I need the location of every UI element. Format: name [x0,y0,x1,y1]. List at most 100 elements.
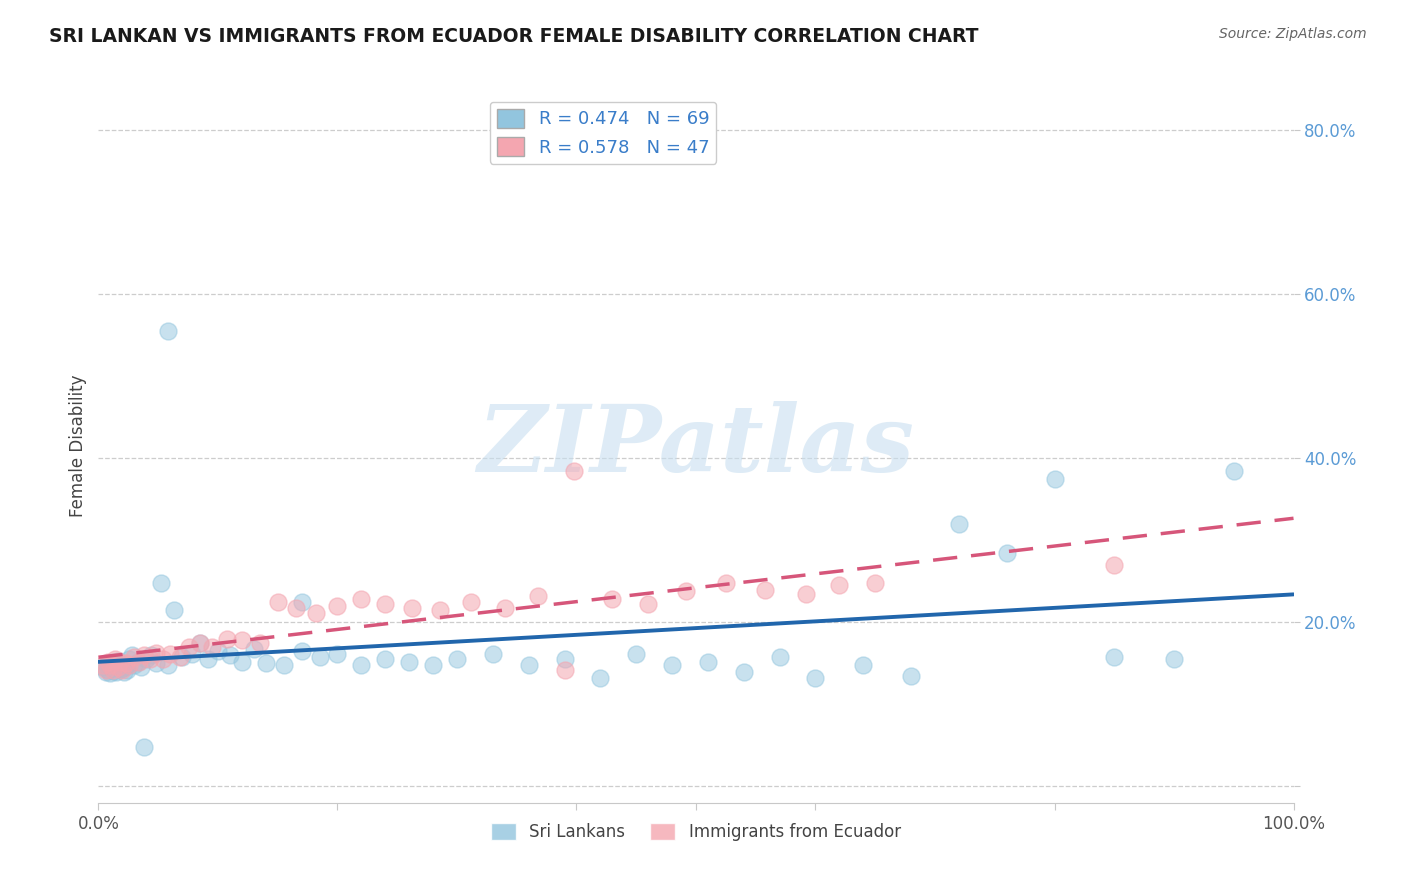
Point [217,632,239,646]
Point [114,659,136,673]
Point [107,660,129,674]
Legend: Sri Lankans, Immigrants from Ecuador: Sri Lankans, Immigrants from Ecuador [485,816,907,848]
Point [145,646,167,660]
Y-axis label: Female Disability: Female Disability [69,375,87,517]
Point [637,597,659,611]
Point [139,652,162,666]
Point [828,578,851,592]
Point [124,649,146,664]
Point [100,661,122,675]
Point [110,662,132,676]
Point [91,660,114,674]
Point [127,655,149,669]
Point [554,663,576,677]
Point [1223,464,1246,478]
Point [97,663,120,677]
Point [794,587,817,601]
Point [401,600,423,615]
Point [94,663,117,677]
Point [115,657,138,671]
Point [804,671,827,685]
Point [714,576,737,591]
Point [589,671,612,685]
Point [135,652,157,666]
Point [562,464,585,478]
Point [865,576,887,591]
Point [97,655,120,669]
Point [121,648,143,662]
Point [661,658,683,673]
Point [374,652,396,666]
Point [94,665,117,679]
Point [398,655,420,669]
Point [460,595,482,609]
Point [115,663,138,677]
Point [163,603,186,617]
Text: Source: ZipAtlas.com: Source: ZipAtlas.com [1219,27,1367,41]
Point [249,636,271,650]
Point [429,603,451,617]
Point [207,644,229,658]
Point [326,599,349,613]
Point [104,652,127,666]
Point [179,640,201,654]
Point [527,589,550,603]
Point [733,665,755,679]
Point [118,658,141,673]
Point [172,649,194,664]
Point [1163,652,1185,666]
Point [517,658,540,673]
Point [131,660,153,674]
Point [101,655,124,669]
Point [446,652,468,666]
Point [697,655,720,669]
Point [852,658,875,673]
Point [350,592,373,607]
Point [231,655,253,669]
Point [156,324,179,338]
Point [308,649,330,664]
Point [948,516,970,531]
Point [169,649,191,664]
Point [481,647,505,661]
Point [197,652,219,666]
Point [107,660,129,674]
Point [900,668,922,682]
Point [1104,558,1126,572]
Point [108,657,131,671]
Point [201,640,224,654]
Point [754,582,776,597]
Point [124,658,146,673]
Point [132,648,155,662]
Point [231,633,253,648]
Point [305,606,328,620]
Point [96,658,118,673]
Point [180,647,202,661]
Point [602,592,624,607]
Point [291,644,314,658]
Point [98,657,121,671]
Point [98,658,122,673]
Point [188,636,211,650]
Point [132,739,155,754]
Point [675,584,697,599]
Point [267,595,290,609]
Point [107,654,129,668]
Point [995,546,1018,560]
Point [326,647,349,661]
Point [768,649,790,664]
Point [350,658,373,673]
Point [1043,472,1066,486]
Point [243,641,266,656]
Point [104,658,127,673]
Point [159,647,181,661]
Point [98,666,122,681]
Point [112,665,135,679]
Point [118,652,141,666]
Point [554,652,576,666]
Point [111,658,134,673]
Point [273,658,295,673]
Text: SRI LANKAN VS IMMIGRANTS FROM ECUADOR FEMALE DISABILITY CORRELATION CHART: SRI LANKAN VS IMMIGRANTS FROM ECUADOR FE… [49,27,979,45]
Point [254,657,277,671]
Point [128,655,150,669]
